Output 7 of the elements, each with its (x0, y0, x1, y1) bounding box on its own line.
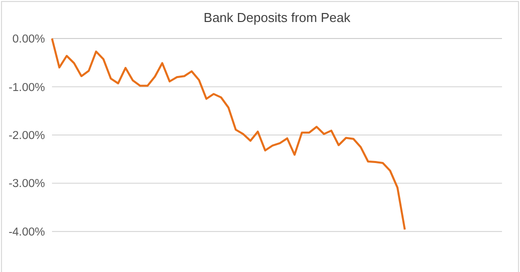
chart-title: Bank Deposits from Peak (204, 10, 351, 25)
line-series (51, 38, 406, 231)
y-tick-label: 0.00% (12, 34, 45, 46)
y-tick-label: -2.00% (8, 130, 45, 142)
y-tick-label: -3.00% (8, 178, 45, 190)
y-tick-label: -1.00% (8, 82, 45, 94)
y-tick-label: -4.00% (8, 226, 45, 238)
